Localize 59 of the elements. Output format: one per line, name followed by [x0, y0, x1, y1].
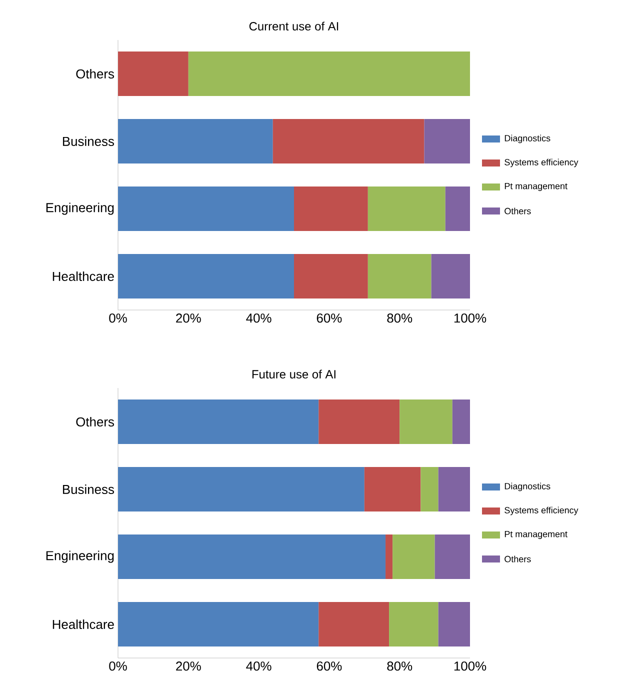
bar [272, 118, 424, 164]
bar [400, 399, 452, 444]
legend-label: Diagnostics [504, 482, 550, 492]
legend-label: Systems efficiency [504, 158, 578, 168]
y-tick-label: Others [76, 416, 114, 426]
y-tick-label: Others [76, 68, 114, 78]
bar [118, 602, 319, 647]
y-tick-label: Healthcare [52, 271, 114, 281]
bar [452, 399, 470, 444]
bar [318, 602, 390, 647]
legend-label: Pt management [504, 182, 568, 192]
legend-label: Others [504, 208, 531, 214]
x-tick-label: 100% [454, 662, 486, 671]
chart-title: Current use of AI [249, 22, 338, 30]
bar [386, 534, 393, 580]
y-tick-label: Business [62, 484, 114, 494]
bar [389, 602, 438, 647]
x-tick-label: 0% [109, 314, 127, 323]
legend-label: Diagnostics [504, 134, 550, 144]
legend-label: Pt management [504, 530, 568, 540]
x-tick-label: 20% [176, 662, 201, 671]
bar [118, 399, 319, 444]
x-tick-label: 80% [387, 314, 412, 323]
bar [438, 466, 470, 512]
bar [392, 534, 435, 580]
x-tick-label: 60% [316, 662, 342, 671]
bar [420, 466, 438, 512]
bar [438, 602, 470, 647]
x-tick-label: 40% [246, 662, 272, 671]
legend-label: Others [504, 556, 531, 562]
bar [434, 534, 470, 580]
chart-title: Future use of AI [252, 370, 336, 378]
bar [368, 254, 432, 299]
y-tick-label: Engineering [46, 550, 114, 563]
bar [118, 254, 294, 299]
bar [118, 186, 294, 232]
bar [431, 254, 470, 299]
legend-label: Systems efficiency [504, 506, 578, 516]
bar [188, 51, 470, 96]
bar [368, 186, 446, 232]
y-tick-label: Engineering [46, 202, 114, 215]
x-tick-label: 80% [387, 662, 412, 671]
x-tick-label: 20% [176, 314, 201, 323]
bar [118, 118, 273, 164]
bar [294, 254, 368, 299]
bar [445, 186, 470, 232]
bar [294, 186, 368, 232]
y-tick-label: Healthcare [52, 619, 114, 629]
bar [424, 118, 470, 164]
bar [118, 51, 188, 96]
x-tick-label: 100% [454, 314, 486, 323]
x-tick-label: 40% [246, 314, 272, 323]
bar [118, 466, 364, 512]
y-tick-label: Business [62, 136, 114, 146]
bar [364, 466, 421, 512]
x-tick-label: 60% [316, 314, 342, 323]
x-tick-label: 0% [109, 662, 127, 671]
bar [318, 399, 400, 444]
bar [118, 534, 386, 580]
